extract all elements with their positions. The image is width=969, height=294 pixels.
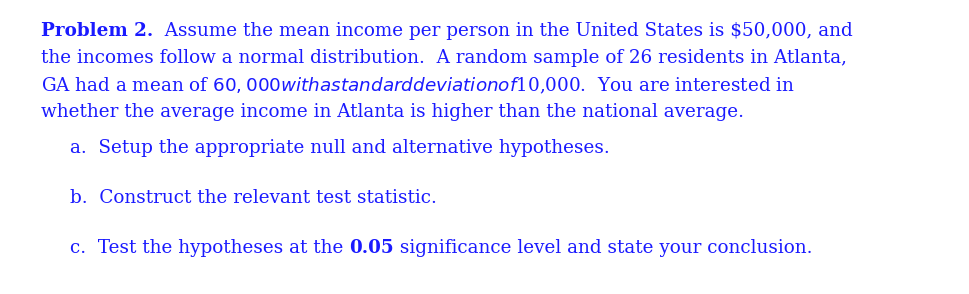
Text: the incomes follow a normal distribution.  A random sample of 26 residents in At: the incomes follow a normal distribution… (41, 49, 846, 67)
Text: significance level and state your conclusion.: significance level and state your conclu… (393, 239, 812, 257)
Text: b.  Construct the relevant test statistic.: b. Construct the relevant test statistic… (70, 189, 436, 207)
Text: whether the average income in Atlanta is higher than the national average.: whether the average income in Atlanta is… (41, 103, 743, 121)
Text: Assume the mean income per person in the United States is $50,000, and: Assume the mean income per person in the… (153, 22, 852, 40)
Text: 0.05: 0.05 (349, 239, 393, 257)
Text: a.  Setup the appropriate null and alternative hypotheses.: a. Setup the appropriate null and altern… (70, 139, 610, 157)
Text: c.  Test the hypotheses at the: c. Test the hypotheses at the (70, 239, 349, 257)
Text: Problem 2.: Problem 2. (41, 22, 153, 40)
Text: GA had a mean of $60,000 with a standard deviation of $10,000.  You are interest: GA had a mean of $60,000 with a standard… (41, 76, 795, 96)
